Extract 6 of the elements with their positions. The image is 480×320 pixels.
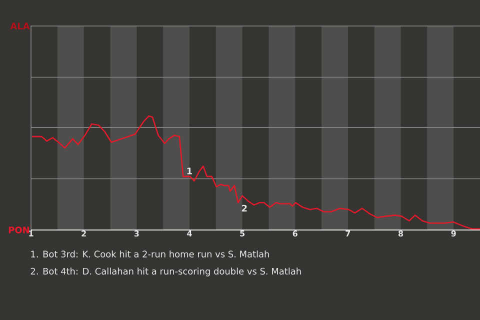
annotation: 2 <box>242 204 247 212</box>
text: 2. Bot 4th: D. Callahan hit a run-scoring double vs S. Matlah <box>30 268 301 276</box>
text: ALA <box>10 22 30 30</box>
annotation: 1 <box>187 168 192 174</box>
text: PON <box>8 226 29 234</box>
text: 1. Bot 3rd: K. Cook hit a 2-run home run vs S. Matlah <box>31 250 269 258</box>
